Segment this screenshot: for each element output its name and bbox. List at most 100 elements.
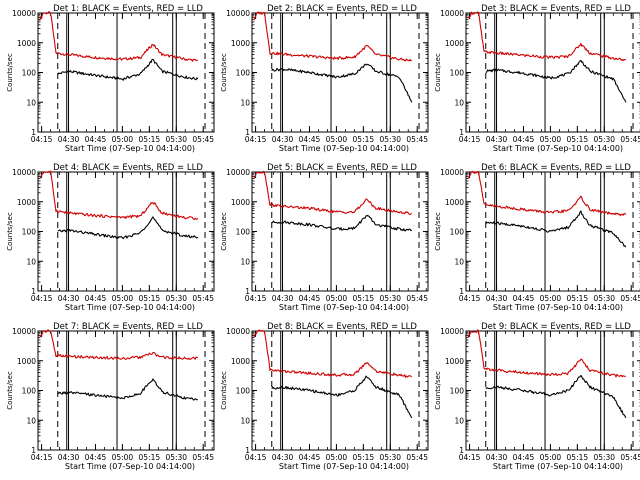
x-tick-label: 05:15 [139,294,161,303]
y-tick-label: 10 [454,98,464,107]
lld-series-line [253,170,412,216]
panel-det-6: Det 6: BLACK = Events, RED = LLD 1 10 100 10… [434,163,640,312]
x-tick-label: 05:30 [165,294,187,303]
y-axis-label: Counts/sec [6,371,14,410]
y-tick-label: 1000 [17,39,36,48]
y-tick-label: 10000 [440,168,464,177]
y-axis-label: Counts/sec [6,53,14,92]
y-tick-label: 100 [450,387,465,396]
events-series-line [57,378,198,401]
y-tick-label: 10000 [226,9,250,18]
events-series-line [485,210,627,248]
x-tick-label: 05:15 [353,294,375,303]
y-tick-label: 10000 [12,9,36,18]
y-tick-label: 100 [236,387,251,396]
x-tick-label: 05:15 [353,453,375,462]
x-tick-label: 04:45 [299,294,321,303]
y-tick-label: 10000 [440,9,464,18]
panel-title: Det 6: BLACK = Events, RED = LLD [481,163,631,173]
y-tick-label: 100 [450,228,465,237]
y-tick-label: 1 [245,128,250,137]
panel-title: Det 1: BLACK = Events, RED = LLD [53,4,203,14]
y-tick-label: 100 [22,387,37,396]
lld-series-line [39,170,199,220]
y-tick-label: 1000 [231,357,250,366]
y-tick-label: 1000 [445,198,464,207]
x-tick-label: 04:30 [486,135,508,144]
y-tick-label: 10000 [440,327,464,336]
x-tick-label: 04:45 [513,135,535,144]
x-axis-label: Start Time (07-Sep-10 04:14:00) [279,303,409,312]
panel-title: Det 5: BLACK = Events, RED = LLD [267,163,417,173]
panel-det-8: Det 8: BLACK = Events, RED = LLD 1 10 100 10… [220,322,429,471]
x-tick-label: 05:15 [567,135,589,144]
plot-frame [37,171,215,292]
panel-det-3: Det 3: BLACK = Events, RED = LLD 1 10 100 10… [434,4,640,153]
events-series-line [271,375,413,419]
y-tick-label: 10 [454,257,464,266]
y-tick-label: 1000 [17,198,36,207]
y-tick-label: 10 [240,257,250,266]
x-tick-label: 04:15 [31,453,53,462]
x-axis-label: Start Time (07-Sep-10 04:14:00) [65,462,195,471]
lld-series-line [253,11,412,62]
y-tick-label: 1 [31,287,36,296]
panel-title: Det 7: BLACK = Events, RED = LLD [53,322,203,332]
x-tick-label: 05:30 [379,294,401,303]
y-tick-label: 10 [240,98,250,107]
x-tick-label: 04:15 [245,294,267,303]
plot-frame [465,171,640,292]
plot-frame [251,330,429,451]
y-tick-label: 10000 [226,327,250,336]
y-tick-label: 100 [236,228,251,237]
y-tick-label: 10000 [12,327,36,336]
y-tick-label: 10 [454,416,464,425]
x-tick-label: 04:30 [272,453,294,462]
x-tick-label: 04:30 [486,294,508,303]
x-tick-label: 04:45 [85,294,107,303]
panel-det-2: Det 2: BLACK = Events, RED = LLD 1 10 100 10… [220,4,429,153]
x-tick-label: 04:15 [245,453,267,462]
y-axis-label: Counts/sec [434,53,442,92]
x-tick-label: 04:45 [299,453,321,462]
panel-det-7: Det 7: BLACK = Events, RED = LLD 1 10 100 10… [6,322,215,471]
x-tick-label: 05:30 [593,135,615,144]
x-tick-label: 04:30 [58,453,80,462]
x-tick-label: 05:30 [379,453,401,462]
x-tick-label: 05:00 [326,294,348,303]
y-tick-label: 1 [459,128,464,137]
y-tick-label: 1000 [231,198,250,207]
lld-series-line [253,329,413,378]
y-axis-label: Counts/sec [6,212,14,251]
x-tick-label: 04:45 [513,294,535,303]
y-tick-label: 1000 [445,357,464,366]
x-axis-label: Start Time (07-Sep-10 04:14:00) [279,144,409,153]
x-tick-label: 05:45 [192,135,214,144]
y-tick-label: 1 [31,446,36,455]
y-axis-label: Counts/sec [220,371,228,410]
x-tick-label: 05:30 [593,453,615,462]
x-tick-label: 05:45 [406,135,428,144]
y-axis-label: Counts/sec [220,212,228,251]
lld-series-line [39,11,199,62]
x-tick-label: 05:00 [540,453,562,462]
x-tick-label: 04:45 [85,135,107,144]
x-tick-label: 04:15 [245,135,267,144]
x-tick-label: 05:00 [326,453,348,462]
y-tick-label: 10 [26,98,36,107]
x-tick-label: 05:30 [379,135,401,144]
x-tick-label: 05:45 [620,294,640,303]
panel-title: Det 3: BLACK = Events, RED = LLD [481,4,631,14]
panel-title: Det 8: BLACK = Events, RED = LLD [267,322,417,332]
x-tick-label: 05:15 [139,453,161,462]
x-tick-label: 05:00 [326,135,348,144]
x-tick-label: 05:30 [165,453,187,462]
lld-series-line [467,170,627,217]
x-axis-label: Start Time (07-Sep-10 04:14:00) [493,303,623,312]
y-tick-label: 10 [240,416,250,425]
x-axis-label: Start Time (07-Sep-10 04:14:00) [493,144,623,153]
y-tick-label: 1000 [445,39,464,48]
x-axis-label: Start Time (07-Sep-10 04:14:00) [493,462,623,471]
x-tick-label: 04:15 [31,294,53,303]
